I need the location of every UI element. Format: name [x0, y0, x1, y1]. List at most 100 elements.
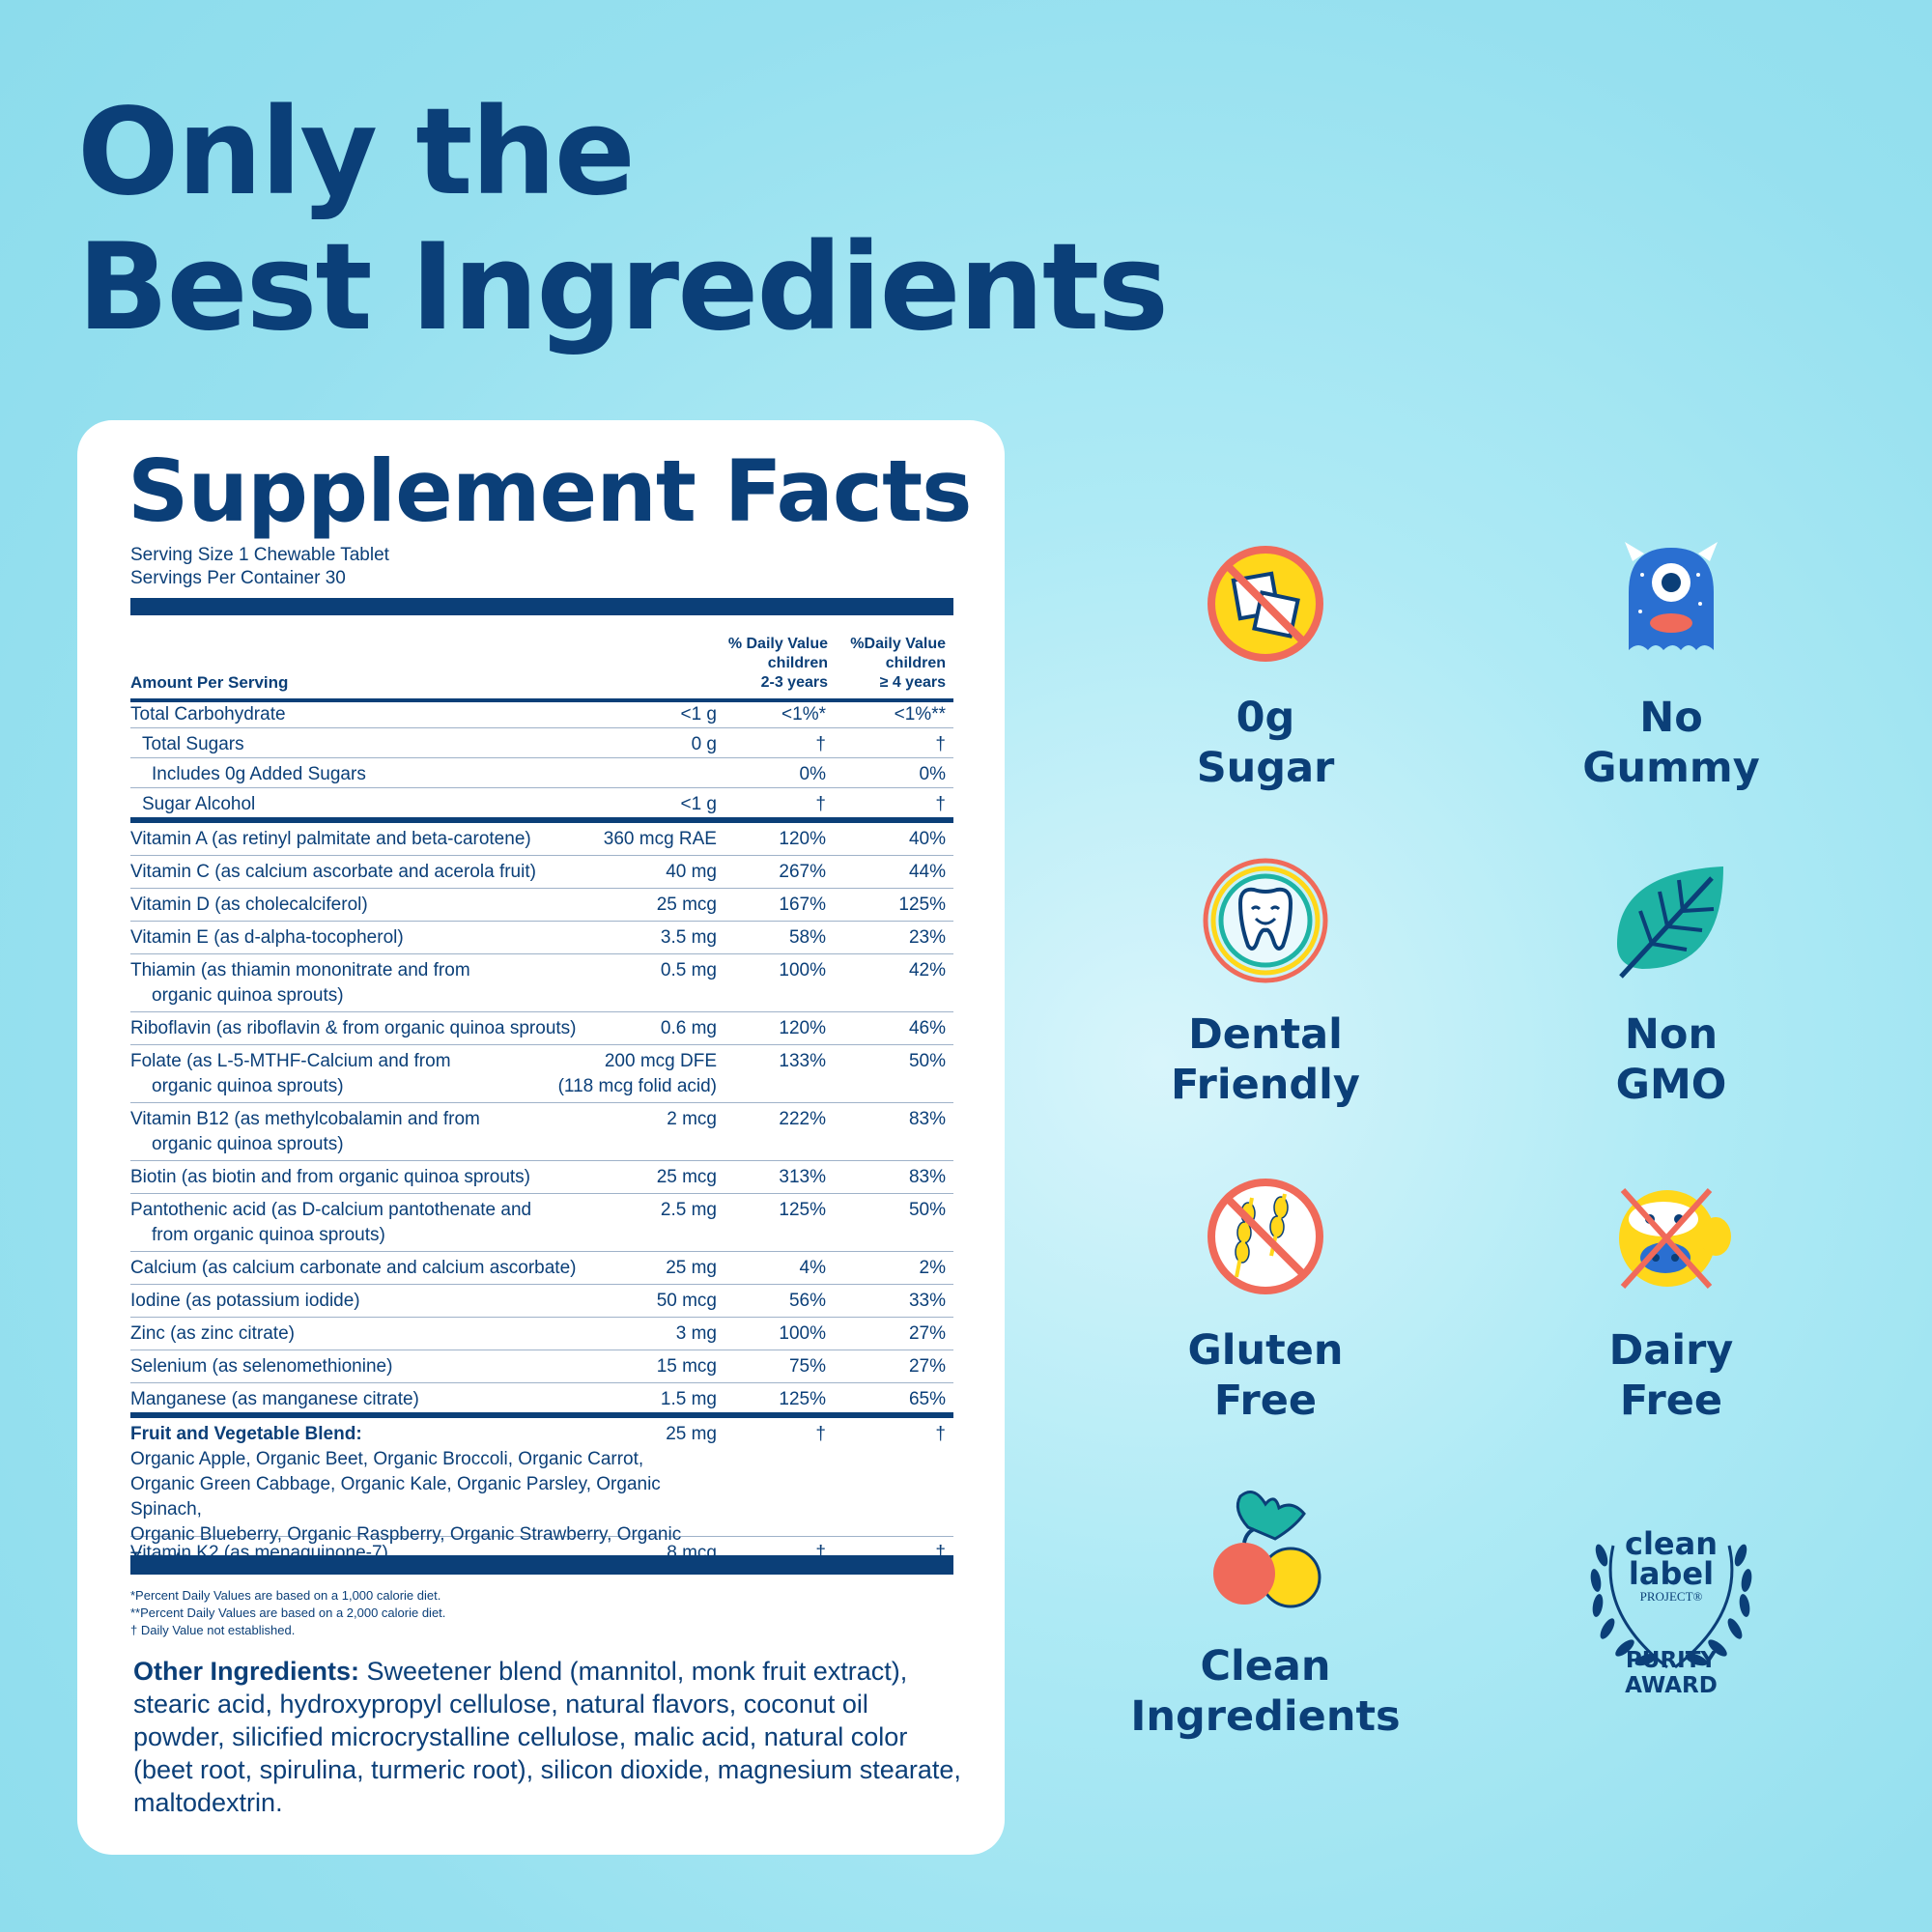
nutrient-dv-2: †	[935, 734, 946, 754]
no-sugar-icon	[1198, 536, 1333, 671]
serving-info: Serving Size 1 Chewable Tablet Servings …	[130, 544, 389, 590]
servings-per-container: Servings Per Container 30	[130, 568, 346, 588]
nutrient-dv-2: †	[935, 794, 946, 814]
nutrient-dv-1: 100%	[779, 960, 826, 980]
table-row: Selenium (as selenomethionine) 15 mcg 75…	[130, 1350, 953, 1383]
badge-label-line-2: Free	[1619, 1377, 1723, 1425]
nutrient-dv-1: 0%	[799, 764, 826, 784]
serving-size: Serving Size 1 Chewable Tablet	[130, 545, 389, 565]
table-row: Thiamin (as thiamin mononitrate and from…	[130, 954, 953, 1012]
blend-title: Fruit and Vegetable Blend:	[130, 1424, 362, 1444]
dv-header-2-line-2: children	[885, 655, 946, 671]
nutrient-name: Manganese (as manganese citrate)	[130, 1389, 419, 1409]
dv-header-4-years: %Daily Value children ≥ 4 years	[850, 635, 946, 693]
leaf-icon	[1604, 853, 1739, 988]
nutrient-amount: 50 mcg	[656, 1291, 717, 1311]
table-row: Riboflavin (as riboflavin & from organic…	[130, 1012, 953, 1045]
nutrient-dv-1: <1%*	[781, 704, 826, 724]
nutrient-name: Vitamin A (as retinyl palmitate and beta…	[130, 829, 531, 849]
nutrient-dv-1: 313%	[779, 1167, 826, 1187]
badge-dairy-free: Dairy Free	[1488, 1169, 1855, 1426]
award-text-purity: PURITY	[1625, 1648, 1718, 1673]
nutrient-name: Pantothenic acid (as D-calcium pantothen…	[130, 1198, 584, 1248]
nutrient-dv-1: 75%	[788, 1356, 826, 1377]
nutrient-amount: 0.6 mg	[660, 1018, 717, 1038]
nutrient-dv-1: 125%	[779, 1389, 826, 1409]
nutrient-dv-2: 44%	[908, 862, 946, 882]
award-text-label: label	[1628, 1555, 1715, 1592]
badge-label-line-2: Ingredients	[1130, 1692, 1401, 1741]
badge-label-line-2: Sugar	[1196, 744, 1335, 792]
nutrient-name-line-2: organic quinoa sprouts)	[152, 1134, 344, 1154]
column-headers: Amount Per Serving % Daily Value childre…	[130, 621, 953, 702]
badge-label-line-1: Gluten	[1187, 1326, 1344, 1375]
nutrient-name-line-1: Folate (as L-5-MTHF-Calcium and from	[130, 1051, 451, 1071]
badge-non-gmo: Non GMO	[1488, 853, 1855, 1110]
footnote: **Percent Daily Values are based on a 2,…	[130, 1605, 446, 1620]
monster-icon	[1604, 536, 1739, 671]
table-row: Calcium (as calcium carbonate and calciu…	[130, 1252, 953, 1285]
nutrient-name: Biotin (as biotin and from organic quino…	[130, 1167, 531, 1187]
nutrient-amount: 200 mcg DFE (118 mcg folid acid)	[558, 1049, 717, 1099]
award-text-project: PROJECT®	[1639, 1589, 1703, 1604]
nutrient-amount: 2 mcg	[667, 1109, 717, 1129]
nutrient-dv-1: 120%	[779, 829, 826, 849]
nutrient-dv-1: 4%	[799, 1258, 826, 1278]
nutrient-dv-1: 267%	[779, 862, 826, 882]
nutrient-dv-1: †	[815, 794, 826, 814]
nutrient-name-line-1: Vitamin B12 (as methylcobalamin and from	[130, 1109, 480, 1129]
table-row: Folate (as L-5-MTHF-Calcium and from orga…	[130, 1045, 953, 1103]
nutrient-name: Vitamin C (as calcium ascorbate and acer…	[130, 862, 536, 882]
nutrient-dv-1: 58%	[788, 927, 826, 948]
nutrient-dv-1: 167%	[779, 895, 826, 915]
badge-label-line-1: Dental	[1188, 1010, 1343, 1059]
table-row: Vitamin A (as retinyl palmitate and beta…	[130, 823, 953, 856]
nutrient-dv-2: 40%	[908, 829, 946, 849]
nutrient-name-line-2: organic quinoa sprouts)	[152, 1076, 344, 1096]
nutrient-dv-1: 133%	[779, 1051, 826, 1071]
blend-dv-1: †	[815, 1424, 826, 1444]
nutrient-dv-2: 42%	[908, 960, 946, 980]
nutrient-name: Calcium (as calcium carbonate and calciu…	[130, 1258, 577, 1278]
table-row: Vitamin D (as cholecalciferol) 25 mcg 16…	[130, 889, 953, 922]
table-row: Total Carbohydrate <1 g <1%* <1%**	[130, 698, 953, 728]
headline-line-2: Best Ingredients	[77, 218, 1169, 357]
nutrient-name: Sugar Alcohol	[142, 794, 256, 814]
footnotes: *Percent Daily Values are based on a 1,0…	[130, 1587, 445, 1639]
nutrient-amount: 3.5 mg	[660, 927, 717, 948]
table-row: Vitamin C (as calcium ascorbate and acer…	[130, 856, 953, 889]
nutrient-amount: 25 mg	[666, 1258, 717, 1278]
blend-line: Organic Apple, Organic Beet, Organic Bro…	[130, 1449, 644, 1469]
divider-bottom	[130, 1555, 953, 1575]
nutrient-dv-2: 27%	[908, 1323, 946, 1344]
nutrient-dv-2: 125%	[898, 895, 946, 915]
nutrient-dv-2: 50%	[908, 1051, 946, 1071]
table-row: Manganese (as manganese citrate) 1.5 mg …	[130, 1383, 953, 1418]
headline-line-1: Only the	[77, 83, 636, 222]
nutrient-dv-1: 56%	[788, 1291, 826, 1311]
nutrient-name: Includes 0g Added Sugars	[152, 764, 366, 784]
nutrient-amount: 1.5 mg	[660, 1389, 717, 1409]
nutrient-dv-2: 65%	[908, 1389, 946, 1409]
footnote: *Percent Daily Values are based on a 1,0…	[130, 1588, 441, 1603]
badge-label-line-2: GMO	[1615, 1061, 1727, 1109]
badge-label-line-1: Clean	[1200, 1642, 1331, 1690]
nutrient-name: Riboflavin (as riboflavin & from organic…	[130, 1018, 577, 1038]
nutrient-name: Vitamin D (as cholecalciferol)	[130, 895, 368, 915]
nutrient-amount: 0 g	[691, 734, 717, 754]
nutrient-name: Selenium (as selenomethionine)	[130, 1356, 393, 1377]
fruit-vegetable-blend-row: Fruit and Vegetable Blend: Organic Apple…	[130, 1418, 953, 1570]
nutrient-amount: 40 mg	[666, 862, 717, 882]
badge-label-line-1: No	[1639, 694, 1703, 742]
nutrient-amount: 3 mg	[675, 1323, 717, 1344]
other-ingredients-text: Sweetener blend (mannitol, monk fruit ex…	[133, 1657, 961, 1817]
fruits-vegetables-icon	[1198, 1485, 1333, 1620]
no-wheat-icon	[1198, 1169, 1333, 1304]
nutrient-amount: 25 mcg	[656, 895, 717, 915]
table-row: Pantothenic acid (as D-calcium pantothen…	[130, 1194, 953, 1252]
supplement-facts-panel: Supplement Facts Serving Size 1 Chewable…	[77, 420, 1005, 1855]
nutrient-amount: <1 g	[680, 794, 717, 814]
nutrient-name-line-1: Pantothenic acid (as D-calcium pantothen…	[130, 1200, 532, 1220]
award-text-clean: clean	[1624, 1525, 1718, 1562]
supplement-facts-title: Supplement Facts	[128, 441, 973, 541]
